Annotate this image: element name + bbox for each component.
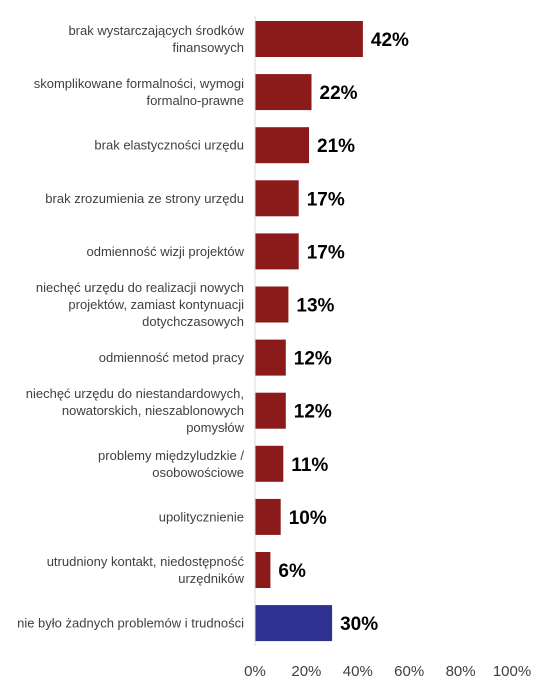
bar	[255, 498, 281, 535]
bar	[255, 21, 363, 57]
x-tick-label: 20%	[291, 663, 321, 680]
value-label: 11%	[291, 455, 328, 476]
bar	[255, 127, 309, 164]
value-label: 12%	[294, 349, 332, 370]
value-label: 21%	[317, 136, 355, 157]
value-label: 6%	[278, 561, 306, 582]
value-label: 42%	[371, 30, 409, 51]
bar	[255, 180, 299, 217]
bar	[255, 605, 333, 642]
category-label: skomplikowane formalności, wymogi formaln…	[34, 76, 244, 108]
bar	[255, 286, 289, 323]
value-label: 22%	[320, 83, 358, 104]
category-label: brak elastyczności urzędu	[94, 138, 244, 153]
value-label: 12%	[294, 402, 332, 423]
category-label: odmienność wizji projektów	[86, 244, 244, 259]
x-tick-label: 60%	[394, 663, 424, 680]
value-label: 17%	[307, 242, 345, 263]
category-label: niechęć urzędu do realizacji nowych proje…	[36, 280, 244, 329]
value-label: 13%	[296, 296, 334, 317]
x-tick-label: 0%	[244, 663, 266, 680]
value-label: 30%	[340, 614, 378, 635]
category-label: niechęć urzędu do niestandardowych, nowat…	[26, 386, 245, 435]
category-label: nie było żadnych problemów i trudności	[17, 616, 244, 631]
bar	[255, 233, 299, 270]
category-label: brak zrozumienia ze strony urzędu	[45, 191, 244, 206]
bar	[255, 552, 271, 588]
category-label: problemy międzyludzkie / osobowościowe	[98, 448, 244, 480]
x-tick-label: 80%	[446, 663, 476, 680]
category-label: upolitycznienie	[159, 509, 244, 524]
category-label: utrudniony kontakt, niedostępność urzędni…	[47, 554, 245, 586]
x-tick-label: 100%	[493, 663, 531, 680]
bar	[255, 74, 312, 111]
bars-layer: 42% brak wystarczających środków finansowy…	[17, 16, 531, 680]
bar	[255, 339, 286, 376]
category-label: brak wystarczających środków finansowych	[68, 23, 244, 55]
value-label: 17%	[307, 189, 345, 210]
x-tick-label: 40%	[343, 663, 373, 680]
bar	[255, 392, 286, 429]
value-label: 10%	[289, 508, 327, 529]
category-label: odmienność metod pracy	[99, 350, 245, 365]
bar	[255, 445, 284, 482]
